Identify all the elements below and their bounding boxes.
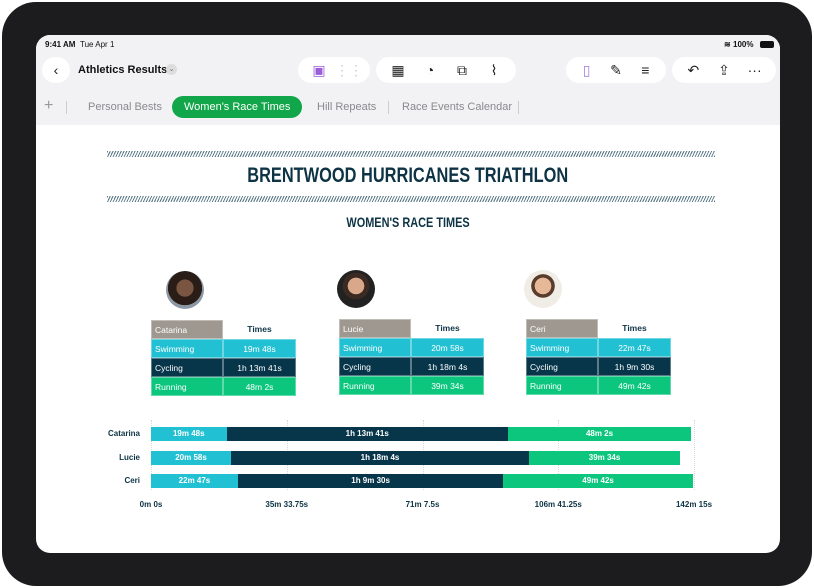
avatar-lucie — [337, 270, 375, 308]
athlete-name: Lucie — [339, 319, 411, 338]
table-row: Running 49m 42s — [526, 376, 671, 395]
bar-segment: 49m 42s — [503, 474, 693, 488]
undo-icon[interactable]: ↶ — [687, 61, 700, 78]
y-category-label: Catarina — [107, 429, 140, 438]
insert-group: ▦ ◔ ⧉ ⌇ — [376, 57, 516, 83]
time-cell: 1h 9m 30s — [598, 357, 671, 376]
attachment-icon[interactable]: ⌇ — [490, 61, 498, 78]
media-group: ▣ ⋮⋮ — [298, 57, 370, 83]
time-cell: 48m 2s — [223, 377, 296, 396]
status-date: Tue Apr 1 — [80, 40, 115, 49]
status-time: 9:41 AM — [45, 40, 76, 49]
grid-icon[interactable]: ⋮⋮ — [335, 61, 363, 78]
bar-segment: 19m 48s — [151, 427, 227, 441]
athlete-table: Catarina Times Swimming 19m 48s Cycling 1h 13… — [151, 320, 296, 396]
table-icon[interactable]: ▦ — [391, 61, 405, 78]
gridline — [694, 420, 695, 490]
tab-womens-race-times[interactable]: Women's Race Times — [172, 96, 303, 118]
event-cell: Running — [339, 376, 411, 395]
event-cell: Swimming — [151, 339, 223, 358]
table-row: Cycling 1h 18m 4s — [339, 357, 484, 376]
event-cell: Swimming — [526, 338, 598, 357]
athlete-name: Catarina — [151, 320, 223, 339]
bar-segment: 1h 9m 30s — [237, 474, 504, 488]
document-heading: BRENTWOOD HURRICANES TRIATHLON — [247, 164, 569, 187]
event-cell: Cycling — [526, 357, 598, 376]
event-cell: Cycling — [151, 358, 223, 377]
brush-icon[interactable]: ✎ — [610, 61, 622, 78]
back-icon: ‹ — [53, 62, 59, 78]
actions-group: ↶ ⇪ ··· — [672, 57, 776, 83]
y-category-label: Lucie — [119, 453, 140, 462]
event-cell: Cycling — [339, 357, 411, 376]
bar-segment: 48m 2s — [507, 427, 692, 441]
shapes-icon[interactable]: ⧉ — [457, 61, 467, 78]
battery-level: 100% — [733, 40, 754, 49]
app-chrome: 9:41 AM Tue Apr 1 ≋ 100% ‹ Athletics Res… — [36, 35, 780, 125]
table-header: Lucie Times — [339, 319, 484, 338]
times-header: Times — [435, 323, 460, 333]
format-group: ▯ ✎ ≡ — [566, 57, 666, 83]
bar-segment: 22m 47s — [151, 474, 238, 488]
tab-race-events-calendar[interactable]: Race Events Calendar — [402, 101, 513, 113]
x-tick-label: 71m 7.5s — [405, 500, 440, 509]
time-cell: 22m 47s — [598, 338, 671, 357]
avatar-catarina — [166, 271, 204, 309]
wifi-icon: ≋ — [724, 40, 731, 49]
bar-segment: 20m 58s — [151, 451, 232, 465]
add-sheet-icon[interactable]: + — [44, 97, 54, 114]
table-header: Ceri Times — [526, 319, 671, 338]
tab-personal-bests[interactable]: Personal Bests — [88, 101, 162, 113]
table-row: Cycling 1h 9m 30s — [526, 357, 671, 376]
table-row: Swimming 20m 58s — [339, 338, 484, 357]
bar-segment: 1h 18m 4s — [231, 451, 530, 465]
table-row: Running 39m 34s — [339, 376, 484, 395]
screen: 9:41 AM Tue Apr 1 ≋ 100% ‹ Athletics Res… — [36, 35, 780, 553]
tab-hill-repeats[interactable]: Hill Repeats — [317, 101, 377, 113]
athlete-table: Ceri Times Swimming 22m 47s Cycling 1h 9m 30s… — [526, 319, 671, 395]
divider — [388, 101, 389, 114]
time-cell: 20m 58s — [411, 338, 484, 357]
y-category-label: Ceri — [124, 476, 140, 485]
event-cell: Running — [526, 376, 598, 395]
document-title[interactable]: Athletics Results — [78, 64, 168, 76]
organize-icon[interactable]: ≡ — [641, 62, 650, 78]
x-tick-label: 0m 0s — [139, 500, 163, 509]
divider — [518, 101, 519, 114]
table-header: Catarina Times — [151, 320, 296, 339]
document-subtitle: WOMEN'S RACE TIMES — [346, 214, 470, 230]
time-cell: 39m 34s — [411, 376, 484, 395]
times-header: Times — [247, 324, 272, 334]
table-row: Cycling 1h 13m 41s — [151, 358, 296, 377]
back-button[interactable]: ‹ — [42, 57, 70, 83]
chevron-down-icon[interactable]: ⌄ — [166, 64, 177, 75]
decorative-stripe — [107, 196, 715, 202]
share-icon[interactable]: ⇪ — [718, 61, 730, 78]
divider — [66, 101, 67, 114]
event-cell: Running — [151, 377, 223, 396]
avatar-ceri — [524, 270, 562, 308]
time-cell: 19m 48s — [223, 339, 296, 358]
time-cell: 1h 18m 4s — [411, 357, 484, 376]
x-tick-label: 35m 33.75s — [265, 500, 309, 509]
athlete-name: Ceri — [526, 319, 598, 338]
format-icon[interactable]: ▯ — [582, 61, 591, 78]
more-icon[interactable]: ··· — [747, 62, 762, 78]
decorative-stripe — [107, 151, 715, 157]
x-tick-label: 106m 41.25s — [534, 500, 582, 509]
time-cell: 49m 42s — [598, 376, 671, 395]
bar-segment: 39m 34s — [529, 451, 681, 465]
battery-icon — [760, 41, 774, 48]
athlete-table: Lucie Times Swimming 20m 58s Cycling 1h 18m 4… — [339, 319, 484, 395]
table-row: Running 48m 2s — [151, 377, 296, 396]
time-cell: 1h 13m 41s — [223, 358, 296, 377]
x-tick-label: 142m 15s — [675, 500, 713, 509]
table-row: Swimming 22m 47s — [526, 338, 671, 357]
media-icon[interactable]: ▣ — [312, 61, 326, 78]
table-row: Swimming 19m 48s — [151, 339, 296, 358]
chart-icon[interactable]: ◔ — [425, 62, 435, 78]
event-cell: Swimming — [339, 338, 411, 357]
bar-segment: 1h 13m 41s — [226, 427, 508, 441]
times-header: Times — [622, 323, 647, 333]
